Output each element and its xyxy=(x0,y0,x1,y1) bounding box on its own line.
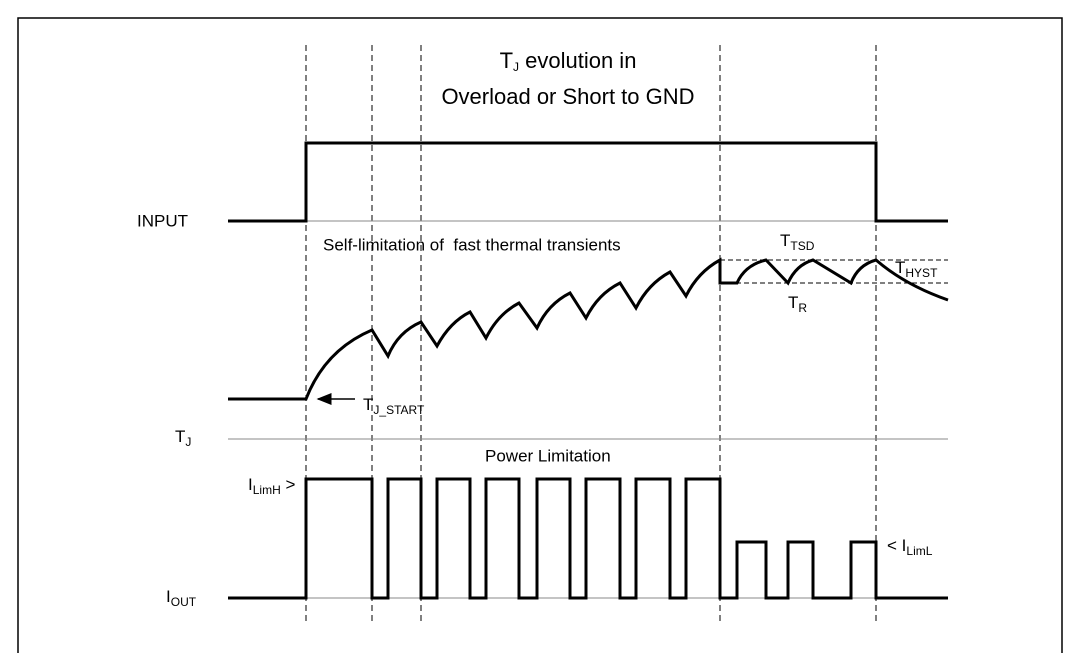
power-limitation-label: Power Limitation xyxy=(485,446,611,465)
tj-start-label: TJ_START xyxy=(363,395,425,417)
ilimh-label: ILimH > xyxy=(248,475,295,497)
iout-signal xyxy=(228,477,948,600)
frame xyxy=(17,17,1063,653)
self-limitation-label: Self-limitation of fast thermal transien… xyxy=(323,235,621,254)
tr-label: TR xyxy=(788,293,807,315)
time-markers xyxy=(305,45,877,622)
iout-label: IOUT xyxy=(166,587,197,609)
title-line-2: Overload or Short to GND xyxy=(441,84,694,109)
input-signal xyxy=(228,141,948,223)
input-label: INPUT xyxy=(137,211,188,230)
title-line-1: TJ evolution in xyxy=(500,48,637,74)
thyst-label: THYST xyxy=(895,258,938,280)
tj-curve xyxy=(228,257,949,401)
tj-label: TJ xyxy=(175,427,191,449)
ttsd-label: TTSD xyxy=(780,231,815,253)
iliml-label: < ILimL xyxy=(887,536,933,558)
